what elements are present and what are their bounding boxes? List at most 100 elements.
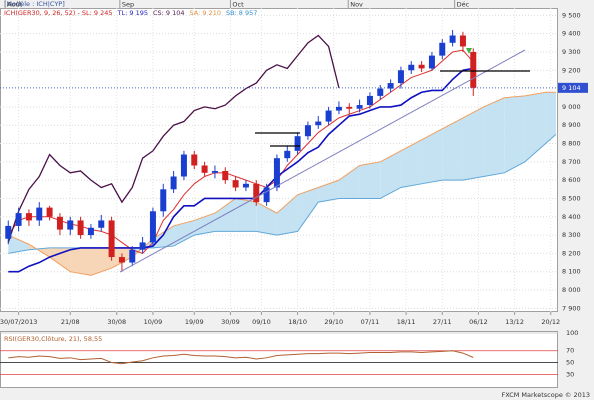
cloud-fill: [504, 95, 525, 173]
candle-body: [15, 213, 22, 226]
candle-body: [470, 51, 477, 88]
y-tick-label: 9 500: [562, 11, 581, 19]
x-tick-label: 18/10: [288, 318, 307, 326]
legend-entry: CS: 9 104: [153, 9, 185, 17]
cloud-fill: [276, 194, 298, 236]
candle-body: [149, 211, 156, 243]
rsi-tick-label: 70: [566, 347, 574, 355]
y-tick-label: 8 600: [562, 176, 581, 184]
x-tick-label: 30/07/2013: [0, 318, 37, 326]
y-tick-label: 8 100: [562, 268, 581, 276]
candle-body: [232, 180, 239, 188]
indicator-line: [8, 350, 474, 365]
y-tick-label: 8 000: [562, 286, 581, 294]
cloud-fill: [483, 97, 505, 177]
cloud-fill: [90, 247, 112, 276]
candle-body: [366, 95, 373, 106]
candle-body: [335, 106, 342, 111]
last-price-box: [558, 82, 588, 93]
cloud-fill: [214, 198, 236, 232]
candle-body: [180, 154, 187, 177]
candle-body: [253, 183, 260, 203]
candle-body: [118, 257, 125, 263]
candle-body: [108, 220, 115, 258]
candle-body: [408, 64, 415, 71]
month-label: Nov: [350, 1, 363, 9]
candle-body: [294, 136, 301, 151]
rsi-tick-label: 100: [566, 329, 578, 337]
candle-body: [201, 165, 208, 173]
candle-body: [284, 150, 291, 159]
candle-body: [273, 158, 280, 188]
candle-body: [139, 242, 146, 250]
legend: ICH(GER30, 9, 26, 52) - SL: 9 245 TL: 9 1…: [4, 9, 257, 17]
candle-body: [98, 220, 105, 228]
y-tick-label: 9 200: [562, 66, 581, 74]
cloud-fill: [338, 165, 360, 199]
candle-body: [439, 42, 446, 56]
cloud-fill: [545, 92, 556, 144]
cloud-fill: [318, 180, 339, 203]
candle-body: [25, 213, 32, 221]
candle-body: [459, 35, 466, 47]
x-tick-label: 20/12: [541, 318, 560, 326]
candle-body: [418, 64, 425, 69]
cloud-fill: [421, 128, 443, 184]
y-tick-label: 8 900: [562, 121, 581, 129]
month-label: Sep: [122, 1, 134, 9]
cloud-fill: [297, 187, 319, 232]
y-tick-label: 9 400: [562, 30, 581, 38]
candle-body: [397, 70, 404, 84]
cloud-fill: [380, 150, 401, 199]
cloud-fill: [8, 235, 29, 254]
candle-body: [87, 227, 94, 236]
indicator-line: [7, 49, 474, 254]
candle-body: [428, 55, 435, 69]
x-tick-label: 27/11: [433, 318, 452, 326]
y-tick-label: 9 300: [562, 48, 581, 56]
cloud-fill: [235, 198, 257, 232]
x-tick-label: 13/12: [505, 318, 524, 326]
candle-body: [377, 88, 384, 96]
candle-body: [315, 121, 322, 126]
cloud-fill: [442, 117, 463, 181]
candle-body: [170, 176, 177, 190]
candle-body: [67, 220, 74, 230]
x-tick-label: 19/09: [185, 318, 204, 326]
cloud-fill: [462, 106, 484, 181]
y-tick-label: 8 700: [562, 158, 581, 166]
legend-entry: SA: 9 210: [190, 9, 221, 17]
cloud-fill: [359, 161, 381, 199]
plot: [5, 29, 477, 273]
x-tick-label: 30/09: [221, 318, 240, 326]
month-label: Déc: [457, 1, 470, 9]
candle-body: [242, 183, 249, 188]
rsi-title: RSI(GER30,Clôture, 21), 58,55: [4, 335, 102, 343]
x-tick-label: 21/08: [61, 318, 80, 326]
legend-entry: TL: 9 195: [117, 9, 148, 17]
candle-body: [160, 189, 167, 212]
y-tick-label: 8 500: [562, 194, 581, 202]
candle-body: [36, 207, 43, 221]
candle-body: [387, 83, 394, 89]
candle-body: [346, 106, 353, 109]
cloud-line: [8, 91, 556, 276]
candle-body: [77, 220, 84, 236]
y-tick-label: 8 800: [562, 140, 581, 148]
month-label: Août: [7, 1, 22, 9]
x-tick-label: 07/11: [361, 318, 380, 326]
x-tick-label: 18/11: [397, 318, 416, 326]
cloud-fill: [70, 247, 91, 276]
candle-body: [191, 154, 198, 166]
candle-body: [46, 207, 53, 217]
month-label: Oct: [232, 1, 244, 9]
x-tick-label: 09/10: [252, 318, 271, 326]
rsi-tick-label: 50: [566, 359, 574, 367]
indicator-line: [7, 34, 340, 243]
x-tick-label: 30/08: [107, 318, 126, 326]
cloud-fill: [49, 247, 71, 272]
y-tick-label: 8 300: [562, 231, 581, 239]
candle-body: [449, 35, 456, 43]
rsi-tick-label: 30: [566, 370, 574, 378]
